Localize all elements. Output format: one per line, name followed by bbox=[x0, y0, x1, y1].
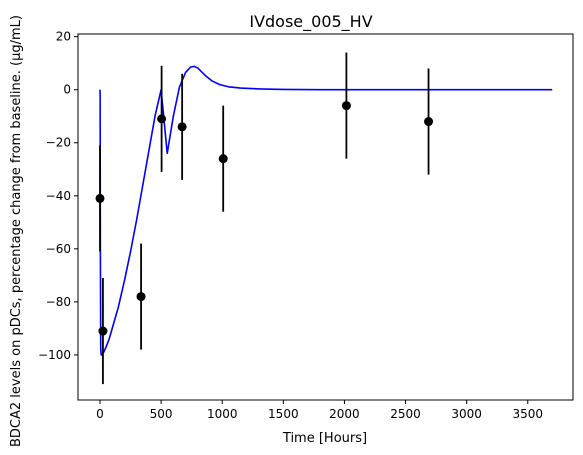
x-tick-label: 2500 bbox=[390, 407, 421, 421]
x-tick-label: 3000 bbox=[451, 407, 482, 421]
x-tick-label: 2000 bbox=[329, 407, 360, 421]
x-tick-label: 1500 bbox=[268, 407, 299, 421]
data-point bbox=[178, 122, 187, 131]
y-tick-label: −80 bbox=[46, 295, 71, 309]
data-point bbox=[98, 327, 107, 336]
y-tick-label: −20 bbox=[46, 136, 71, 150]
y-tick-label: 0 bbox=[63, 83, 71, 97]
x-tick-label: 1000 bbox=[207, 407, 238, 421]
chart-title: IVdose_005_HV bbox=[249, 12, 372, 32]
x-axis-title: Time [Hours] bbox=[282, 431, 367, 446]
y-tick-label: 20 bbox=[56, 30, 71, 44]
data-point bbox=[219, 154, 228, 163]
y-tick-label: −60 bbox=[46, 242, 71, 256]
data-point bbox=[137, 292, 146, 301]
y-tick-label: −40 bbox=[46, 189, 71, 203]
data-point bbox=[96, 194, 105, 203]
x-tick-label: 3500 bbox=[513, 407, 544, 421]
data-point bbox=[424, 117, 433, 126]
x-tick-label: 500 bbox=[150, 407, 173, 421]
x-tick-label: 0 bbox=[96, 407, 104, 421]
data-point bbox=[342, 101, 351, 110]
data-point bbox=[157, 114, 166, 123]
y-axis-title: BDCA2 levels on pDCs, percentage change … bbox=[9, 15, 24, 447]
y-tick-label: −100 bbox=[38, 348, 71, 362]
